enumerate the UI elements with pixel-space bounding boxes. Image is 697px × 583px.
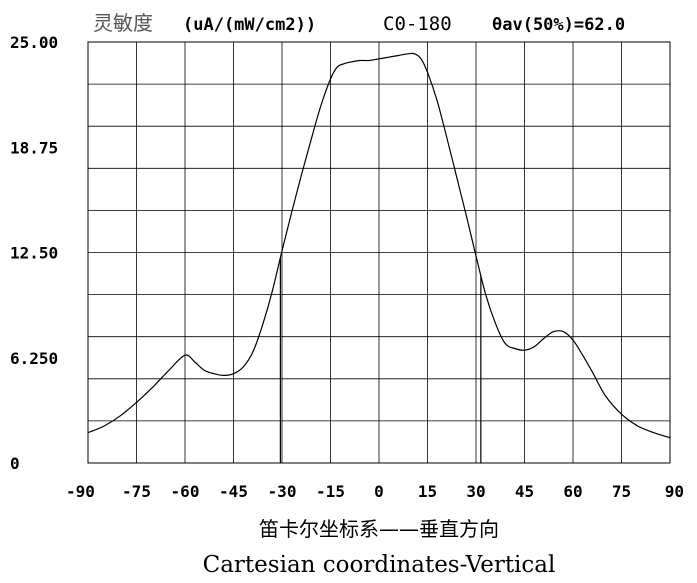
y-tick-label: 6.250	[10, 349, 58, 368]
chart-title-cn: 灵敏度	[93, 11, 153, 35]
x-tick-label: 75	[612, 482, 631, 501]
x-tick-label: 60	[563, 482, 582, 501]
x-axis-tick-labels: -90 -75 -60 -45 -30 -15 0 15 30 45 60 75 90	[66, 482, 684, 501]
y-tick-label: 18.75	[10, 138, 58, 157]
x-tick-label: -45	[219, 482, 248, 501]
caption-en: Cartesian coordinates-Vertical	[203, 552, 556, 578]
x-tick-label: -15	[316, 482, 345, 501]
x-tick-label: -75	[122, 482, 151, 501]
x-tick-label: 15	[418, 482, 437, 501]
chart-title-theta: θav(50%)=62.0	[492, 15, 625, 35]
x-tick-label: 45	[515, 482, 534, 501]
y-tick-label: 25.00	[10, 33, 58, 52]
half-max-markers	[279, 257, 482, 463]
x-tick-label: -90	[66, 482, 95, 501]
chart-title-plane: C0-180	[383, 13, 452, 35]
y-axis-tick-labels: 0 6.250 12.50 18.75 25.00	[10, 33, 58, 473]
x-tick-label: -60	[171, 482, 200, 501]
chart-title-unit: (uA/(mW/cm2))	[183, 15, 316, 35]
series-line	[87, 52, 671, 439]
grid	[88, 42, 670, 463]
plot-area	[87, 41, 671, 464]
plot-frame	[87, 41, 671, 464]
x-tick-label: 90	[665, 482, 684, 501]
x-tick-label: 0	[374, 482, 384, 501]
y-tick-label: 12.50	[10, 244, 58, 263]
x-tick-label: 30	[466, 482, 485, 501]
caption-cn: 笛卡尔坐标系——垂直方向	[259, 517, 499, 541]
x-tick-label: -30	[268, 482, 297, 501]
y-tick-label: 0	[10, 454, 20, 473]
